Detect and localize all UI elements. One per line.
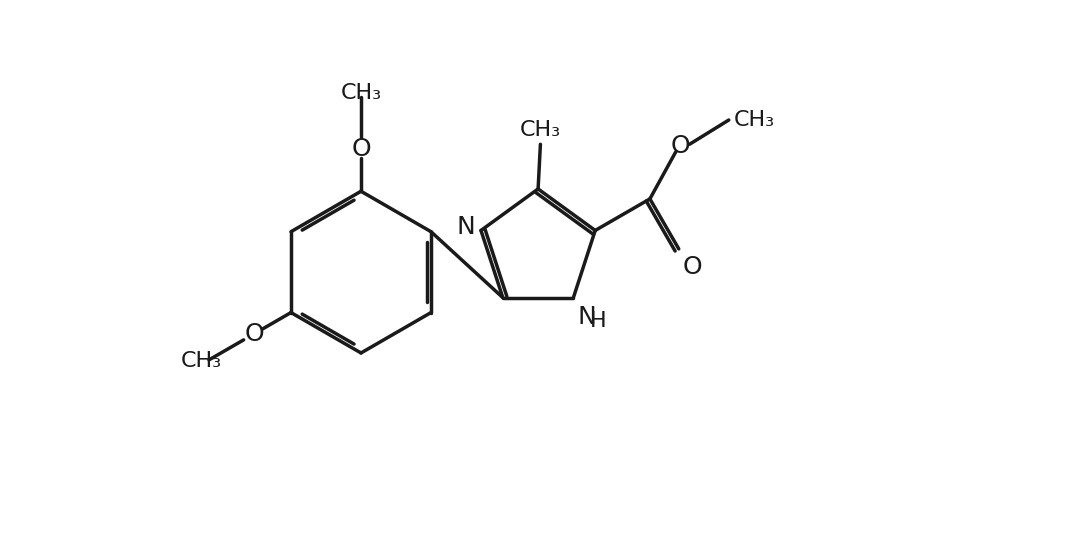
Text: N: N [456, 215, 475, 238]
Text: O: O [671, 134, 690, 158]
Text: CH₃: CH₃ [340, 83, 381, 104]
Text: CH₃: CH₃ [733, 110, 774, 130]
Text: N: N [577, 305, 596, 329]
Text: O: O [351, 137, 370, 161]
Text: O: O [683, 255, 702, 279]
Text: CH₃: CH₃ [180, 351, 221, 372]
Text: H: H [591, 311, 607, 330]
Text: CH₃: CH₃ [519, 119, 561, 140]
Text: O: O [244, 322, 265, 346]
